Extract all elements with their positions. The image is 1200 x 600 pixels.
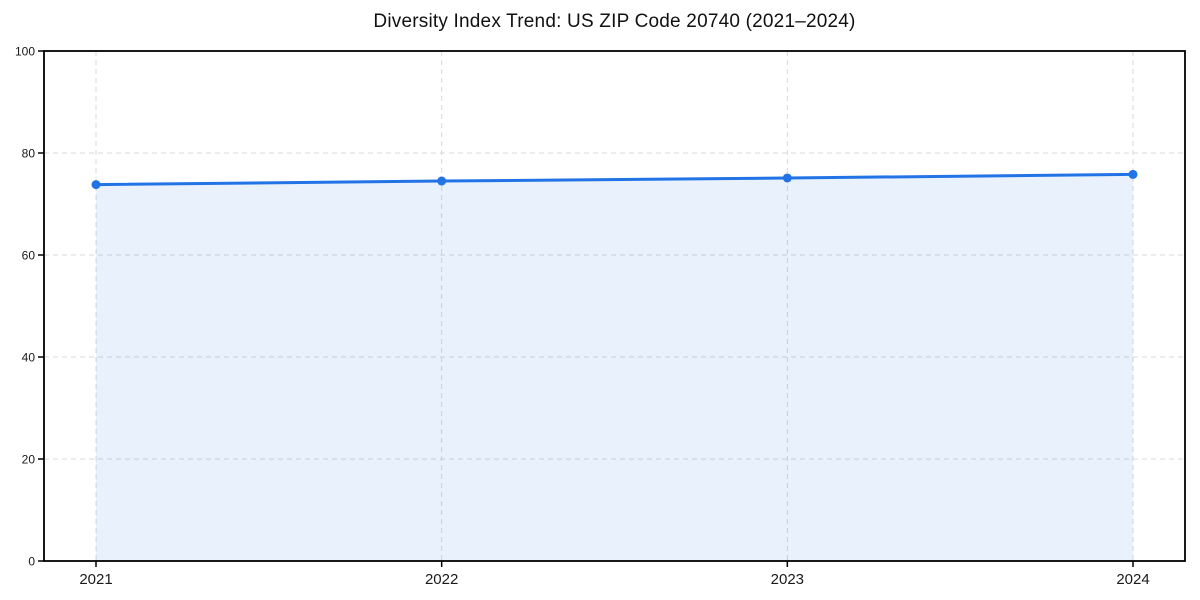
x-tick-label-2023: 2023	[771, 571, 804, 588]
y-tick-label-20: 20	[22, 453, 36, 467]
y-tick-label-0: 0	[28, 555, 35, 569]
x-tick-label-2024: 2024	[1116, 571, 1149, 588]
x-tick-label-2022: 2022	[425, 571, 458, 588]
data-point-2021	[91, 180, 101, 190]
y-tick-label-60: 60	[22, 249, 36, 263]
area-fill	[96, 174, 1133, 562]
plot-border	[43, 50, 1186, 562]
x-tick-label-2021: 2021	[79, 571, 112, 588]
y-tick-label-80: 80	[22, 147, 36, 161]
data-point-2022	[437, 176, 447, 186]
y-tick-label-40: 40	[22, 351, 36, 365]
y-tick-label-100: 100	[15, 45, 35, 59]
trend-line	[94, 172, 1135, 187]
chart-title: Diversity Index Trend: US ZIP Code 20740…	[373, 11, 856, 32]
data-point-2024	[1128, 169, 1138, 179]
data-point-2023	[782, 173, 792, 183]
